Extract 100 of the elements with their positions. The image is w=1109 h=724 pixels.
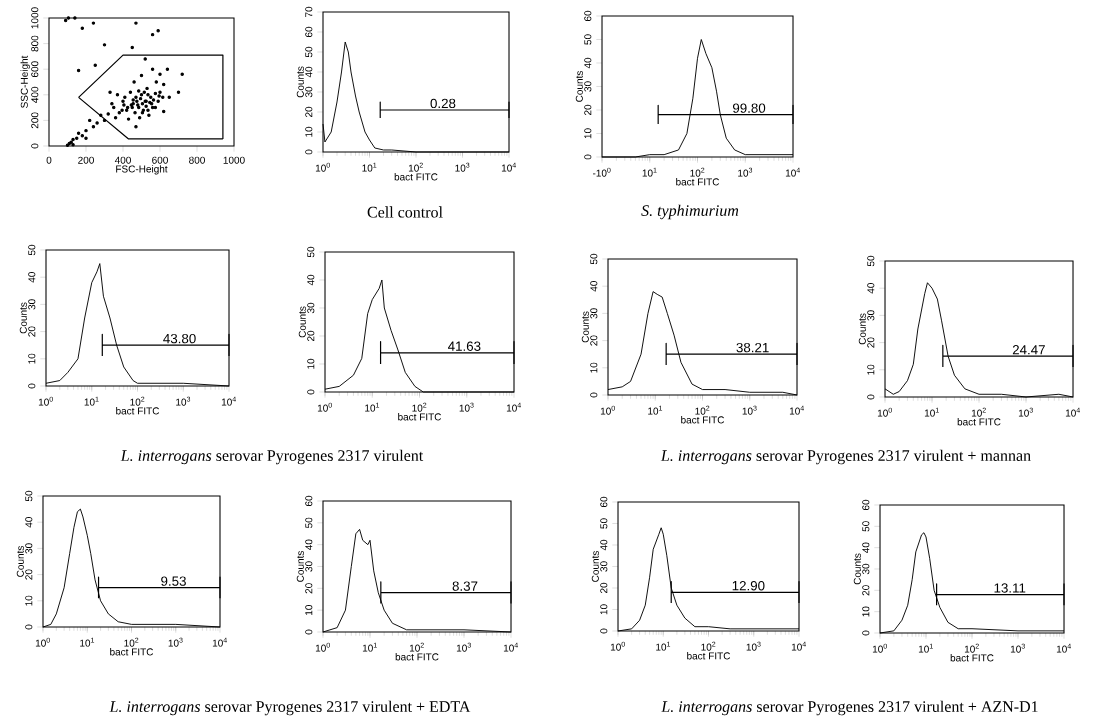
y-axis-title: Counts xyxy=(19,302,27,334)
text: S. typhimurium xyxy=(641,204,739,220)
x-tick-label: 10$^{2}$ xyxy=(690,167,705,177)
x-tick-label: 10$^{4}$ xyxy=(785,167,800,177)
x-axis-title: bact FITC xyxy=(950,654,994,662)
x-tick-label: 10$^{3}$ xyxy=(738,167,753,177)
x-tick-label: 10$^{3}$ xyxy=(742,405,757,415)
y-tick-label: 0 xyxy=(862,630,870,636)
y-tick-label: 30 xyxy=(307,302,315,314)
y-tick-label: 30 xyxy=(584,81,592,92)
x-tick-label: 10$^{3}$ xyxy=(1018,407,1033,417)
y-tick-label: 30 xyxy=(862,563,870,575)
y-axis-title: Counts xyxy=(296,66,304,98)
y-tick-label: 10 xyxy=(862,606,870,617)
y-axis-title: Counts xyxy=(581,311,589,343)
x-tick-label: 10$^{4}$ xyxy=(789,405,804,415)
x-tick-label: 10$^{2}$ xyxy=(971,407,986,417)
y-tick-label: 40 xyxy=(25,517,33,528)
y-tick-label: 50 xyxy=(25,490,33,502)
x-axis-title: bact FITC xyxy=(394,173,438,181)
x-tick-label: 10$^{4}$ xyxy=(212,637,227,647)
x-tick-label: 200 xyxy=(78,156,94,164)
x-axis-title: bact FITC xyxy=(681,416,725,424)
annotation: 41.63 xyxy=(447,341,481,351)
y-tick-label: 0 xyxy=(25,624,33,630)
y-tick-label: 200 xyxy=(31,112,39,129)
y-tick-label: 30 xyxy=(867,310,875,321)
x-tick-label: 10$^{3}$ xyxy=(1010,643,1025,653)
x-tick-label: 0 xyxy=(46,156,52,164)
y-tick-label: 40 xyxy=(600,539,608,551)
x-tick-label: 10$^{1}$ xyxy=(84,396,99,406)
y-tick-label: 50 xyxy=(867,255,875,267)
annotation: 13.11 xyxy=(994,583,1026,593)
y-tick-label: 50 xyxy=(305,517,313,528)
y-tick-label: 0 xyxy=(28,383,36,389)
y-tick-label: 20 xyxy=(584,104,592,116)
y-tick-label: 0 xyxy=(590,392,598,398)
x-tick-label: 10$^{0}$ xyxy=(600,405,615,415)
x-tick-label: 10$^{1}$ xyxy=(918,643,933,653)
annotation: 12.90 xyxy=(732,581,765,591)
x-tick-label: 10$^{4}$ xyxy=(1065,407,1080,417)
y-tick-label: 60 xyxy=(584,10,592,22)
x-tick-label: 10$^{1}$ xyxy=(642,167,657,177)
annotation: 24.47 xyxy=(1012,345,1045,355)
x-tick-label: 10$^{0}$ xyxy=(315,162,330,172)
x-tick-label: 10$^{0}$ xyxy=(315,642,330,652)
x-axis-title: bact FITC xyxy=(676,178,720,186)
x-tick-label: 10$^{0}$ xyxy=(38,396,53,406)
y-axis-title: Counts xyxy=(591,551,599,582)
y-tick-label: 10 xyxy=(867,364,875,375)
y-tick-label: 30 xyxy=(590,308,598,319)
y-tick-label: 30 xyxy=(600,561,608,572)
x-tick-label: 10$^{4}$ xyxy=(791,641,806,651)
x-tick-label: 10$^{3}$ xyxy=(168,637,183,647)
x-axis-title: bact FITC xyxy=(116,407,160,415)
y-tick-label: 20 xyxy=(28,326,36,337)
x-axis-title: bact FITC xyxy=(957,418,1001,426)
text: L. interrogans serovar Pyrogenes 2317 virulent xyxy=(120,449,424,465)
y-tick-label: 30 xyxy=(25,543,33,554)
annotation: 9.53 xyxy=(161,576,186,586)
x-tick-label: 10$^{0}$ xyxy=(877,407,892,417)
y-tick-label: 20 xyxy=(600,582,608,594)
y-tick-label: 50 xyxy=(862,521,870,532)
x-tick-label: 10$^{1}$ xyxy=(362,642,377,652)
y-tick-label: 0 xyxy=(307,389,315,395)
y-tick-label: 50 xyxy=(307,246,315,258)
x-tick-label: 10$^{1}$ xyxy=(362,162,377,172)
y-tick-label: 60 xyxy=(600,496,608,508)
y-tick-label: 10 xyxy=(28,353,36,364)
y-tick-label: 70 xyxy=(305,6,313,18)
x-tick-label: 600 xyxy=(152,156,168,164)
y-tick-label: 1000 xyxy=(31,7,39,29)
y-axis-title: Counts xyxy=(853,553,861,585)
annotation: 0.28 xyxy=(430,98,456,109)
y-tick-label: 20 xyxy=(867,337,875,348)
annotation: 8.37 xyxy=(452,581,478,591)
y-tick-label: 40 xyxy=(305,539,313,550)
y-tick-label: 10 xyxy=(600,604,608,615)
y-tick-label: 40 xyxy=(584,57,592,69)
x-tick-label: 10$^{2}$ xyxy=(695,405,710,415)
y-axis-title: SSC-Height xyxy=(20,55,30,108)
y-tick-label: 10 xyxy=(305,605,313,615)
y-tick-label: 0 xyxy=(31,143,39,149)
x-tick-label: 10$^{4}$ xyxy=(503,642,518,652)
y-tick-label: 10 xyxy=(25,595,33,606)
y-tick-label: 0 xyxy=(305,629,313,635)
x-tick-label: 10$^{4}$ xyxy=(221,396,236,406)
y-tick-label: 50 xyxy=(584,34,592,45)
annotation: 38.21 xyxy=(736,342,769,353)
y-tick-label: 40 xyxy=(28,272,36,283)
x-tick-label: 10$^{4}$ xyxy=(501,162,516,172)
y-tick-label: 0 xyxy=(600,628,608,634)
y-tick-label: 20 xyxy=(305,106,313,118)
y-tick-label: 10 xyxy=(590,362,598,373)
y-tick-label: 60 xyxy=(862,499,870,511)
y-tick-label: 20 xyxy=(862,585,870,596)
x-axis-title: bact FITC xyxy=(687,652,731,660)
text: Cell control xyxy=(367,206,443,218)
x-tick-label: 800 xyxy=(189,156,205,164)
x-tick-label: 10$^{2}$ xyxy=(124,637,139,647)
